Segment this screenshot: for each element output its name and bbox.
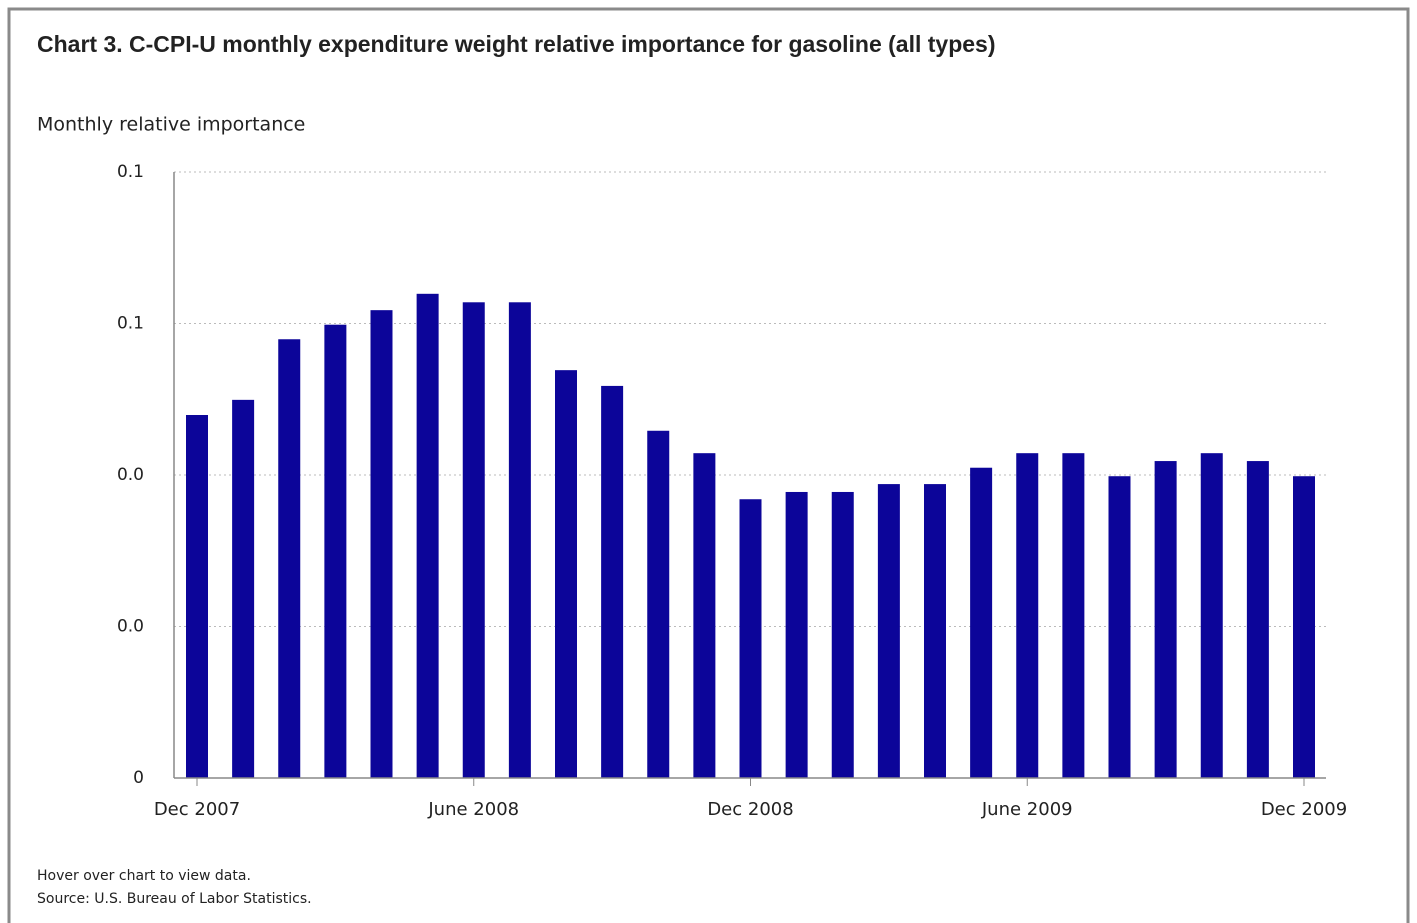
- bar: [370, 310, 393, 778]
- bar: [555, 370, 577, 778]
- bar: [462, 302, 485, 778]
- bar: [693, 453, 716, 778]
- y-tick-label: 0.0: [117, 617, 144, 637]
- bar: [1108, 476, 1131, 778]
- bar: [1246, 461, 1269, 778]
- y-tick-label: 0.1: [117, 162, 144, 182]
- x-tick-label: June 2008: [427, 799, 519, 820]
- bar: [1062, 453, 1085, 778]
- y-tick-label: 0.0: [117, 465, 144, 485]
- bar: [924, 484, 946, 778]
- bar: [831, 491, 854, 778]
- bar: [508, 302, 531, 778]
- note: Source: U.S. Bureau of Labor Statistics.: [37, 891, 312, 907]
- y-tick-label: 0: [133, 768, 144, 788]
- bar: [1016, 453, 1039, 778]
- y-axis-label: Monthly relative importance: [37, 114, 305, 136]
- bar: [601, 385, 624, 778]
- x-tick-label: Dec 2007: [154, 799, 240, 820]
- bar: [970, 467, 993, 778]
- bar: [232, 399, 255, 778]
- note: Hover over chart to view data.: [37, 868, 251, 884]
- x-tick-label: Dec 2009: [1261, 799, 1347, 820]
- bar: [1154, 461, 1177, 778]
- bar: [647, 430, 670, 778]
- frame: [7, 7, 1410, 923]
- bar: [1293, 476, 1315, 778]
- bar: [1200, 453, 1223, 778]
- bar: [785, 491, 808, 778]
- bar: [278, 339, 301, 778]
- bar: [416, 293, 439, 778]
- x-tick-label: Dec 2008: [707, 799, 793, 820]
- y-tick-label: 0.1: [117, 314, 144, 334]
- bar: [739, 499, 762, 778]
- x-tick-label: June 2009: [981, 799, 1073, 820]
- bar: [324, 324, 347, 778]
- chart-title: Chart 3. C-CPI-U monthly expenditure wei…: [37, 31, 996, 57]
- bar: [186, 415, 208, 778]
- bar: [877, 484, 900, 778]
